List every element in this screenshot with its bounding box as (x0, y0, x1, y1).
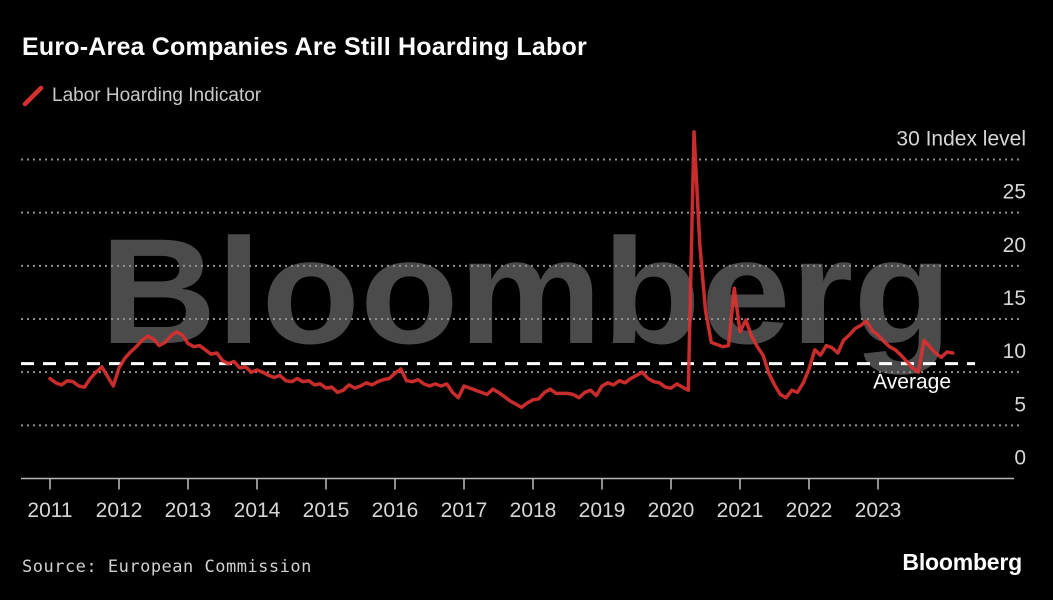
chart-title: Euro-Area Companies Are Still Hoarding L… (22, 33, 587, 61)
x-axis-label: 2012 (96, 499, 143, 522)
y-axis-label: 20 (1003, 234, 1026, 257)
average-label: Average (873, 371, 951, 394)
x-axis-label: 2013 (165, 499, 212, 522)
y-axis-label: 10 (1003, 340, 1026, 363)
y-axis-label: 30 Index level (896, 128, 1026, 151)
legend-label: Labor Hoarding Indicator (52, 85, 262, 106)
legend: Labor Hoarding Indicator (22, 85, 261, 107)
x-axis-label: 2021 (717, 499, 764, 522)
y-axis-label: 0 (1014, 447, 1026, 470)
labor-hoarding-indicator-line (48, 130, 955, 410)
x-axis-label: 2023 (855, 499, 902, 522)
bloomberg-watermark-text: Bloomberg (100, 207, 952, 375)
y-axis-label: 5 (1014, 393, 1026, 416)
x-axis-label: 2017 (441, 499, 488, 522)
y-axis-label: 15 (1003, 287, 1026, 310)
x-axis-label: 2020 (648, 499, 695, 522)
x-axis-label: 2019 (579, 499, 626, 522)
x-axis-label: 2016 (372, 499, 419, 522)
x-axis-label: 2022 (786, 499, 833, 522)
bloomberg-logo: Bloomberg (902, 549, 1022, 575)
x-axis-label: 2015 (303, 499, 350, 522)
y-axis-label: 25 (1003, 181, 1026, 204)
x-axis-label: 2011 (27, 499, 72, 522)
source-note: Source: European Commission (22, 557, 312, 577)
x-axis-label: 2018 (510, 499, 557, 522)
legend-line-swatch-icon (22, 85, 44, 107)
x-axis-label: 2014 (234, 499, 281, 522)
